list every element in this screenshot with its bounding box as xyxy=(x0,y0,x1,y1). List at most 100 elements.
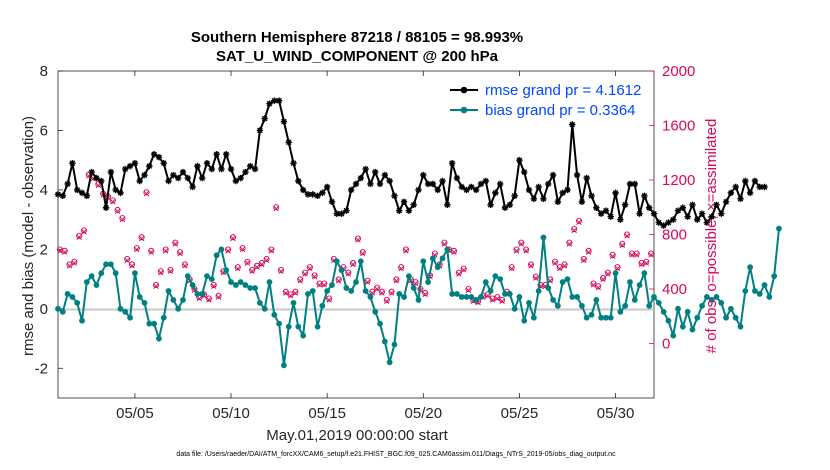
rmse-marker xyxy=(242,168,249,176)
bias-marker xyxy=(271,311,278,318)
obs-assimilated-marker xyxy=(629,252,635,258)
rmse-marker xyxy=(554,198,562,205)
obs-assimilated-marker xyxy=(177,250,183,257)
bias-marker xyxy=(689,326,696,333)
obs-assimilated-marker xyxy=(451,249,457,255)
obs-assimilated-marker xyxy=(518,241,525,247)
bias-marker xyxy=(458,294,465,300)
axis-ticks: 05/05 05/10 05/15 05/20 05/25 05/30 -2 0 2 4 6 8 0 40… xyxy=(35,63,696,422)
rmse-marker xyxy=(732,183,739,191)
rmse-marker xyxy=(323,183,331,191)
rmse-marker xyxy=(458,183,465,191)
rmse-marker xyxy=(621,201,629,208)
obs-possible-marker xyxy=(229,234,237,241)
obs-possible-marker xyxy=(494,294,501,301)
rmse-marker xyxy=(535,183,542,191)
bias-marker xyxy=(156,335,162,342)
rmse-marker xyxy=(112,186,119,194)
rmse-marker xyxy=(506,201,514,208)
obs-assimilated-marker xyxy=(422,291,428,298)
obs-assimilated-marker xyxy=(364,279,371,285)
obs-possible-marker xyxy=(80,227,88,234)
bias-marker xyxy=(679,323,686,330)
obs-possible-marker xyxy=(460,265,467,272)
bias-marker xyxy=(386,359,393,366)
obs-possible-marker xyxy=(273,204,280,211)
obs-assimilated-marker xyxy=(110,199,116,205)
rmse-marker xyxy=(626,180,634,188)
bias-marker xyxy=(694,314,701,321)
bias-marker xyxy=(367,294,374,300)
bias-marker xyxy=(175,305,182,312)
obs-assimilated-marker xyxy=(528,263,534,269)
rmse-marker xyxy=(290,159,297,167)
bias-marker xyxy=(588,311,595,318)
obs-possible-marker xyxy=(633,250,640,257)
bias-marker xyxy=(530,314,537,321)
bias-marker xyxy=(439,255,446,262)
footer-datafile: data file: /Users/raeder/DAI/ATM_forcXX/… xyxy=(176,451,616,458)
y-tick-label: 0 xyxy=(40,301,48,318)
bias-marker xyxy=(180,296,186,303)
bias-marker xyxy=(713,294,720,300)
obs-possible-marker xyxy=(244,258,251,265)
obs-assimilated-marker xyxy=(379,290,385,296)
obs-possible-marker xyxy=(114,206,121,214)
obs-possible-marker xyxy=(369,288,376,295)
legend-rmse-label: rmse grand pr = 4.1612 xyxy=(485,82,641,99)
rmse-marker xyxy=(208,165,216,173)
rmse-marker xyxy=(482,177,489,185)
rmse-marker xyxy=(641,192,648,200)
obs-assimilated-marker xyxy=(311,274,318,280)
obs-possible-marker xyxy=(148,247,155,254)
obs-possible-marker xyxy=(580,255,587,263)
rmse-marker xyxy=(492,189,499,197)
bias-marker xyxy=(305,291,311,297)
obs-possible-marker xyxy=(604,269,611,276)
bias-marker xyxy=(425,279,431,285)
rmse-marker xyxy=(593,204,600,211)
bias-marker xyxy=(69,294,76,300)
obs-assimilated-marker xyxy=(124,257,130,264)
obs-possible-marker xyxy=(561,261,568,268)
legend: rmse grand pr = 4.1612 bias grand pr = 0… xyxy=(450,82,641,119)
obs-assimilated-marker xyxy=(335,278,342,284)
bias-marker xyxy=(434,264,441,271)
bias-marker xyxy=(247,285,254,291)
x-axis-label: May.01,2019 00:00:00 start xyxy=(266,427,448,444)
bias-marker xyxy=(348,288,355,294)
rmse-marker xyxy=(636,210,643,217)
rmse-marker xyxy=(271,97,278,104)
obs-possible-marker xyxy=(527,261,535,268)
bias-marker xyxy=(430,255,436,262)
rmse-marker xyxy=(376,180,384,188)
y-right-tick-label: 0 xyxy=(662,336,670,353)
bias-marker xyxy=(646,302,653,309)
obs-possible-marker xyxy=(253,262,261,269)
obs-possible-marker xyxy=(513,246,520,253)
rmse-marker xyxy=(352,180,360,188)
bias-marker xyxy=(377,320,383,327)
rmse-marker xyxy=(597,210,605,217)
bias-marker xyxy=(204,273,210,280)
bias-marker xyxy=(141,299,148,306)
rmse-marker xyxy=(578,198,586,205)
obs-possible-marker xyxy=(138,234,145,241)
obs-assimilated-marker xyxy=(509,265,515,272)
rmse-marker xyxy=(756,183,763,191)
obs-possible-marker xyxy=(210,281,217,288)
bias-marker xyxy=(59,308,66,315)
obs-assimilated-marker xyxy=(268,248,275,254)
obs-possible-marker xyxy=(609,251,616,258)
rmse-marker xyxy=(160,159,167,167)
obs-assimilated-marker xyxy=(278,268,284,275)
rmse-marker xyxy=(607,213,614,220)
bias-marker xyxy=(684,308,691,315)
obs-possible-marker xyxy=(205,295,212,302)
rmse-marker xyxy=(429,180,437,188)
x-tick-label: 05/05 xyxy=(116,405,154,422)
obs-possible-marker xyxy=(619,240,626,248)
x-tick-label: 05/20 xyxy=(405,405,443,422)
rmse-marker xyxy=(126,162,134,170)
